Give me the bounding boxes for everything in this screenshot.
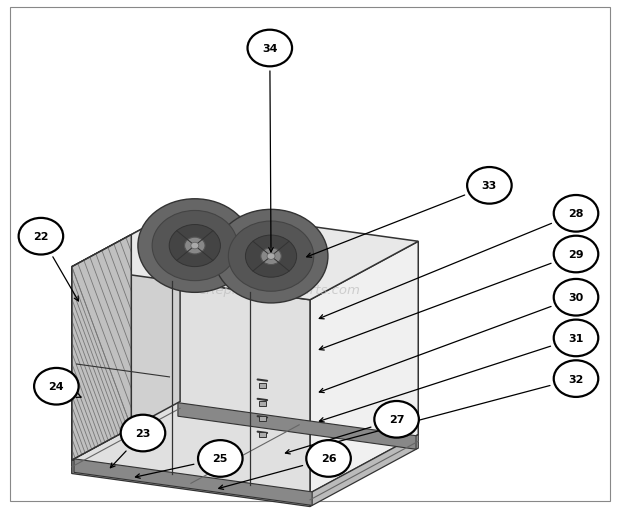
Polygon shape — [72, 267, 310, 493]
Text: 25: 25 — [213, 454, 228, 464]
Circle shape — [467, 167, 512, 204]
Circle shape — [554, 195, 598, 232]
Circle shape — [267, 253, 275, 260]
Circle shape — [169, 225, 221, 267]
Text: 24: 24 — [48, 381, 64, 391]
Circle shape — [138, 200, 252, 293]
Polygon shape — [72, 209, 180, 460]
Circle shape — [19, 218, 63, 255]
Bar — [259, 384, 266, 389]
Circle shape — [554, 279, 598, 316]
Polygon shape — [178, 403, 416, 449]
Text: 22: 22 — [33, 232, 48, 242]
Circle shape — [214, 210, 328, 303]
Text: 31: 31 — [569, 333, 583, 343]
Circle shape — [185, 238, 205, 254]
Circle shape — [306, 440, 351, 477]
Text: 23: 23 — [135, 428, 151, 438]
Polygon shape — [72, 209, 419, 300]
Text: 33: 33 — [482, 181, 497, 191]
Circle shape — [34, 368, 79, 405]
Circle shape — [554, 320, 598, 356]
Circle shape — [247, 31, 292, 67]
Bar — [259, 432, 266, 437]
Polygon shape — [72, 460, 310, 506]
Circle shape — [198, 440, 242, 477]
Circle shape — [554, 236, 598, 273]
Text: 28: 28 — [569, 209, 584, 219]
Bar — [259, 401, 266, 406]
Bar — [259, 416, 266, 421]
Text: 30: 30 — [569, 293, 583, 303]
Text: 27: 27 — [389, 414, 404, 425]
Circle shape — [121, 415, 166, 451]
Text: 29: 29 — [568, 249, 584, 260]
Circle shape — [191, 243, 199, 249]
Circle shape — [152, 211, 237, 281]
Circle shape — [554, 360, 598, 397]
Text: 32: 32 — [569, 374, 583, 384]
Polygon shape — [72, 402, 180, 473]
Text: 26: 26 — [321, 454, 337, 464]
Polygon shape — [310, 242, 418, 493]
Polygon shape — [74, 459, 312, 505]
Text: eReplacementParts.com: eReplacementParts.com — [198, 284, 360, 297]
Circle shape — [246, 236, 296, 277]
Circle shape — [374, 401, 419, 438]
Circle shape — [261, 248, 281, 265]
Circle shape — [228, 221, 314, 292]
Polygon shape — [310, 435, 418, 506]
Polygon shape — [72, 235, 131, 460]
Text: 34: 34 — [262, 44, 278, 54]
